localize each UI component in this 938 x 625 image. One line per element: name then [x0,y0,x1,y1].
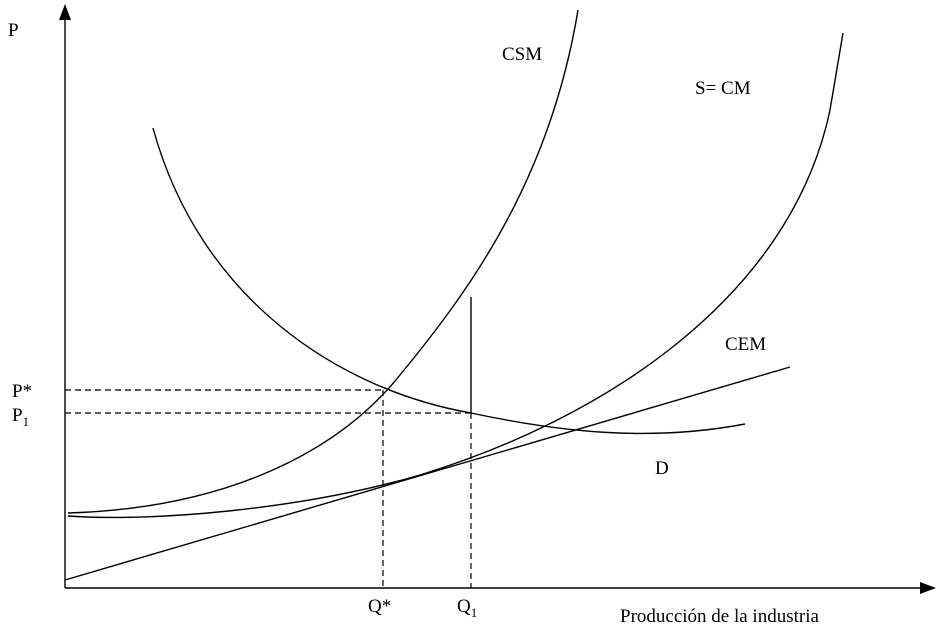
x-label: Producción de la industria [620,606,819,625]
p-star-label: P* [12,381,32,402]
d-curve [152,127,746,435]
cm-label: S= CM [695,78,751,99]
d-label: D [655,458,669,479]
cem-line [64,366,791,581]
q1-label: Q1 [457,596,477,620]
q-star-label: Q* [368,596,391,617]
p1-label: P1 [12,405,29,429]
csm-curve [67,9,579,514]
y-label: P [8,20,19,41]
x-arrow [920,582,936,594]
cm-curve [67,32,844,519]
cem-label: CEM [725,334,766,355]
csm-label: CSM [502,44,542,65]
y-arrow [59,4,71,20]
